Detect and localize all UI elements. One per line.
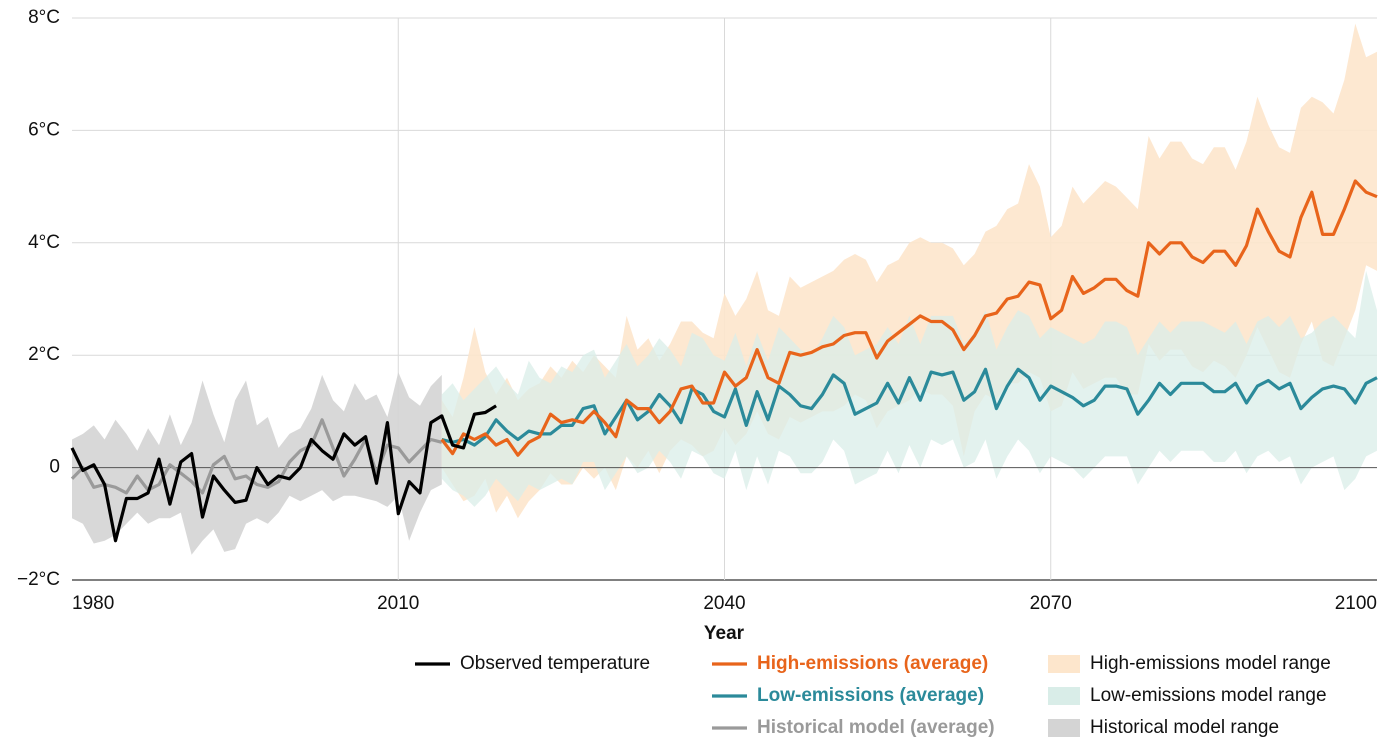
legend-label: Historical model range bbox=[1090, 717, 1279, 738]
ranges bbox=[72, 23, 1377, 555]
grid bbox=[72, 17, 1377, 581]
model-range bbox=[441, 270, 1377, 507]
x-tick-label: 2040 bbox=[703, 593, 745, 614]
legend-swatch bbox=[1048, 655, 1080, 673]
x-tick-label: 2100 bbox=[1335, 593, 1377, 614]
legend-label: High-emissions (average) bbox=[757, 653, 988, 674]
legend-swatch bbox=[1048, 719, 1080, 737]
legend-label: Observed temperature bbox=[460, 653, 650, 674]
x-axis-title: Year bbox=[704, 623, 745, 644]
legend-swatch bbox=[1048, 687, 1080, 705]
legend-label: Low-emissions (average) bbox=[757, 685, 984, 706]
x-tick-label: 2070 bbox=[1030, 593, 1072, 614]
legend-label: Historical model (average) bbox=[757, 717, 995, 738]
legend-label: Low-emissions model range bbox=[1090, 685, 1327, 706]
legend-label: High-emissions model range bbox=[1090, 653, 1331, 674]
y-tick-label: 2°C bbox=[28, 344, 60, 365]
x-tick-label: 2010 bbox=[377, 593, 419, 614]
y-tick-label: 8°C bbox=[28, 7, 60, 28]
y-tick-label: 0 bbox=[49, 457, 60, 478]
y-tick-label: −2°C bbox=[17, 569, 60, 590]
model-range bbox=[72, 372, 442, 555]
series-line bbox=[440, 179, 1378, 457]
y-tick-label: 6°C bbox=[28, 119, 60, 140]
y-tick-label: 4°C bbox=[28, 232, 60, 253]
x-tick-label: 1980 bbox=[72, 593, 114, 614]
series-line bbox=[70, 404, 497, 543]
